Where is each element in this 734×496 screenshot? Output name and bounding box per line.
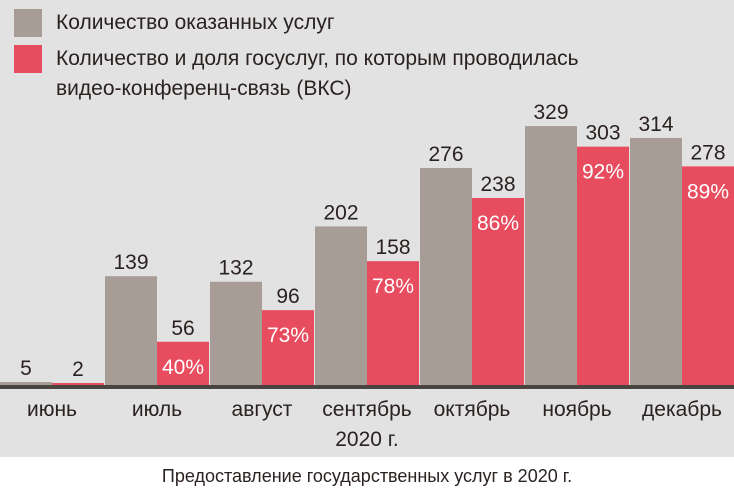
legend-item-services: Количество оказанных услуг: [14, 8, 335, 38]
value-label: 139: [113, 251, 148, 274]
value-label: 132: [218, 257, 253, 280]
share-label: 86%: [477, 212, 519, 235]
bar-vks: [52, 383, 104, 386]
legend-label: видео-конференц-связь (ВКС): [56, 77, 352, 100]
value-label: 303: [585, 122, 620, 145]
bar-vks: [157, 341, 209, 386]
x-axis-line: [0, 385, 734, 389]
bar-vks: [577, 146, 629, 386]
value-label: 158: [375, 236, 410, 259]
bar-services: [420, 167, 472, 386]
x-tick-label: ноябрь: [542, 398, 611, 421]
bar-services: [630, 137, 682, 386]
value-label: 314: [638, 113, 673, 136]
x-tick-label: декабрь: [642, 398, 722, 421]
value-label: 5: [20, 357, 32, 380]
bar-services: [525, 126, 577, 386]
bar-services: [210, 281, 262, 386]
bar-vks: [682, 166, 734, 386]
x-axis-label: 2020 г.: [335, 428, 398, 451]
value-label: 56: [171, 317, 194, 340]
chart-title: Предоставление государственных услуг в 2…: [161, 466, 573, 486]
bar-chart: 5 2 июнь 139 56 40% июль 132 96 73% август 202 158 78…: [0, 101, 734, 451]
legend-swatch-red: [14, 45, 42, 73]
legend-label: Количество оказанных услуг: [56, 11, 335, 34]
x-tick-label: сентябрь: [322, 398, 411, 421]
share-label: 92%: [582, 161, 624, 184]
value-label: 238: [480, 173, 515, 196]
x-tick-label: октябрь: [434, 398, 511, 421]
bar-vks: [472, 197, 524, 386]
x-tick-label: август: [232, 398, 293, 421]
bar-services: [0, 382, 52, 386]
share-label: 40%: [162, 356, 204, 379]
value-label: 2: [72, 358, 84, 381]
bar-vks: [367, 261, 419, 386]
x-tick-label: июнь: [27, 398, 77, 421]
value-label: 329: [533, 101, 568, 124]
value-label: 202: [323, 201, 358, 224]
share-label: 73%: [267, 324, 309, 347]
x-tick-label: июль: [132, 398, 182, 421]
share-label: 78%: [372, 275, 414, 298]
bar-vks: [262, 310, 314, 386]
bar-services: [315, 226, 367, 386]
legend-label: Количество и доля госуслуг, по которым п…: [56, 47, 579, 70]
share-label: 89%: [687, 180, 729, 203]
value-label: 96: [276, 285, 299, 308]
value-label: 276: [428, 143, 463, 166]
value-label: 278: [690, 141, 725, 164]
legend-item-vks: Количество и доля госуслуг, по которым п…: [14, 44, 579, 104]
legend-swatch-gray: [14, 9, 42, 37]
bar-services: [105, 276, 157, 386]
